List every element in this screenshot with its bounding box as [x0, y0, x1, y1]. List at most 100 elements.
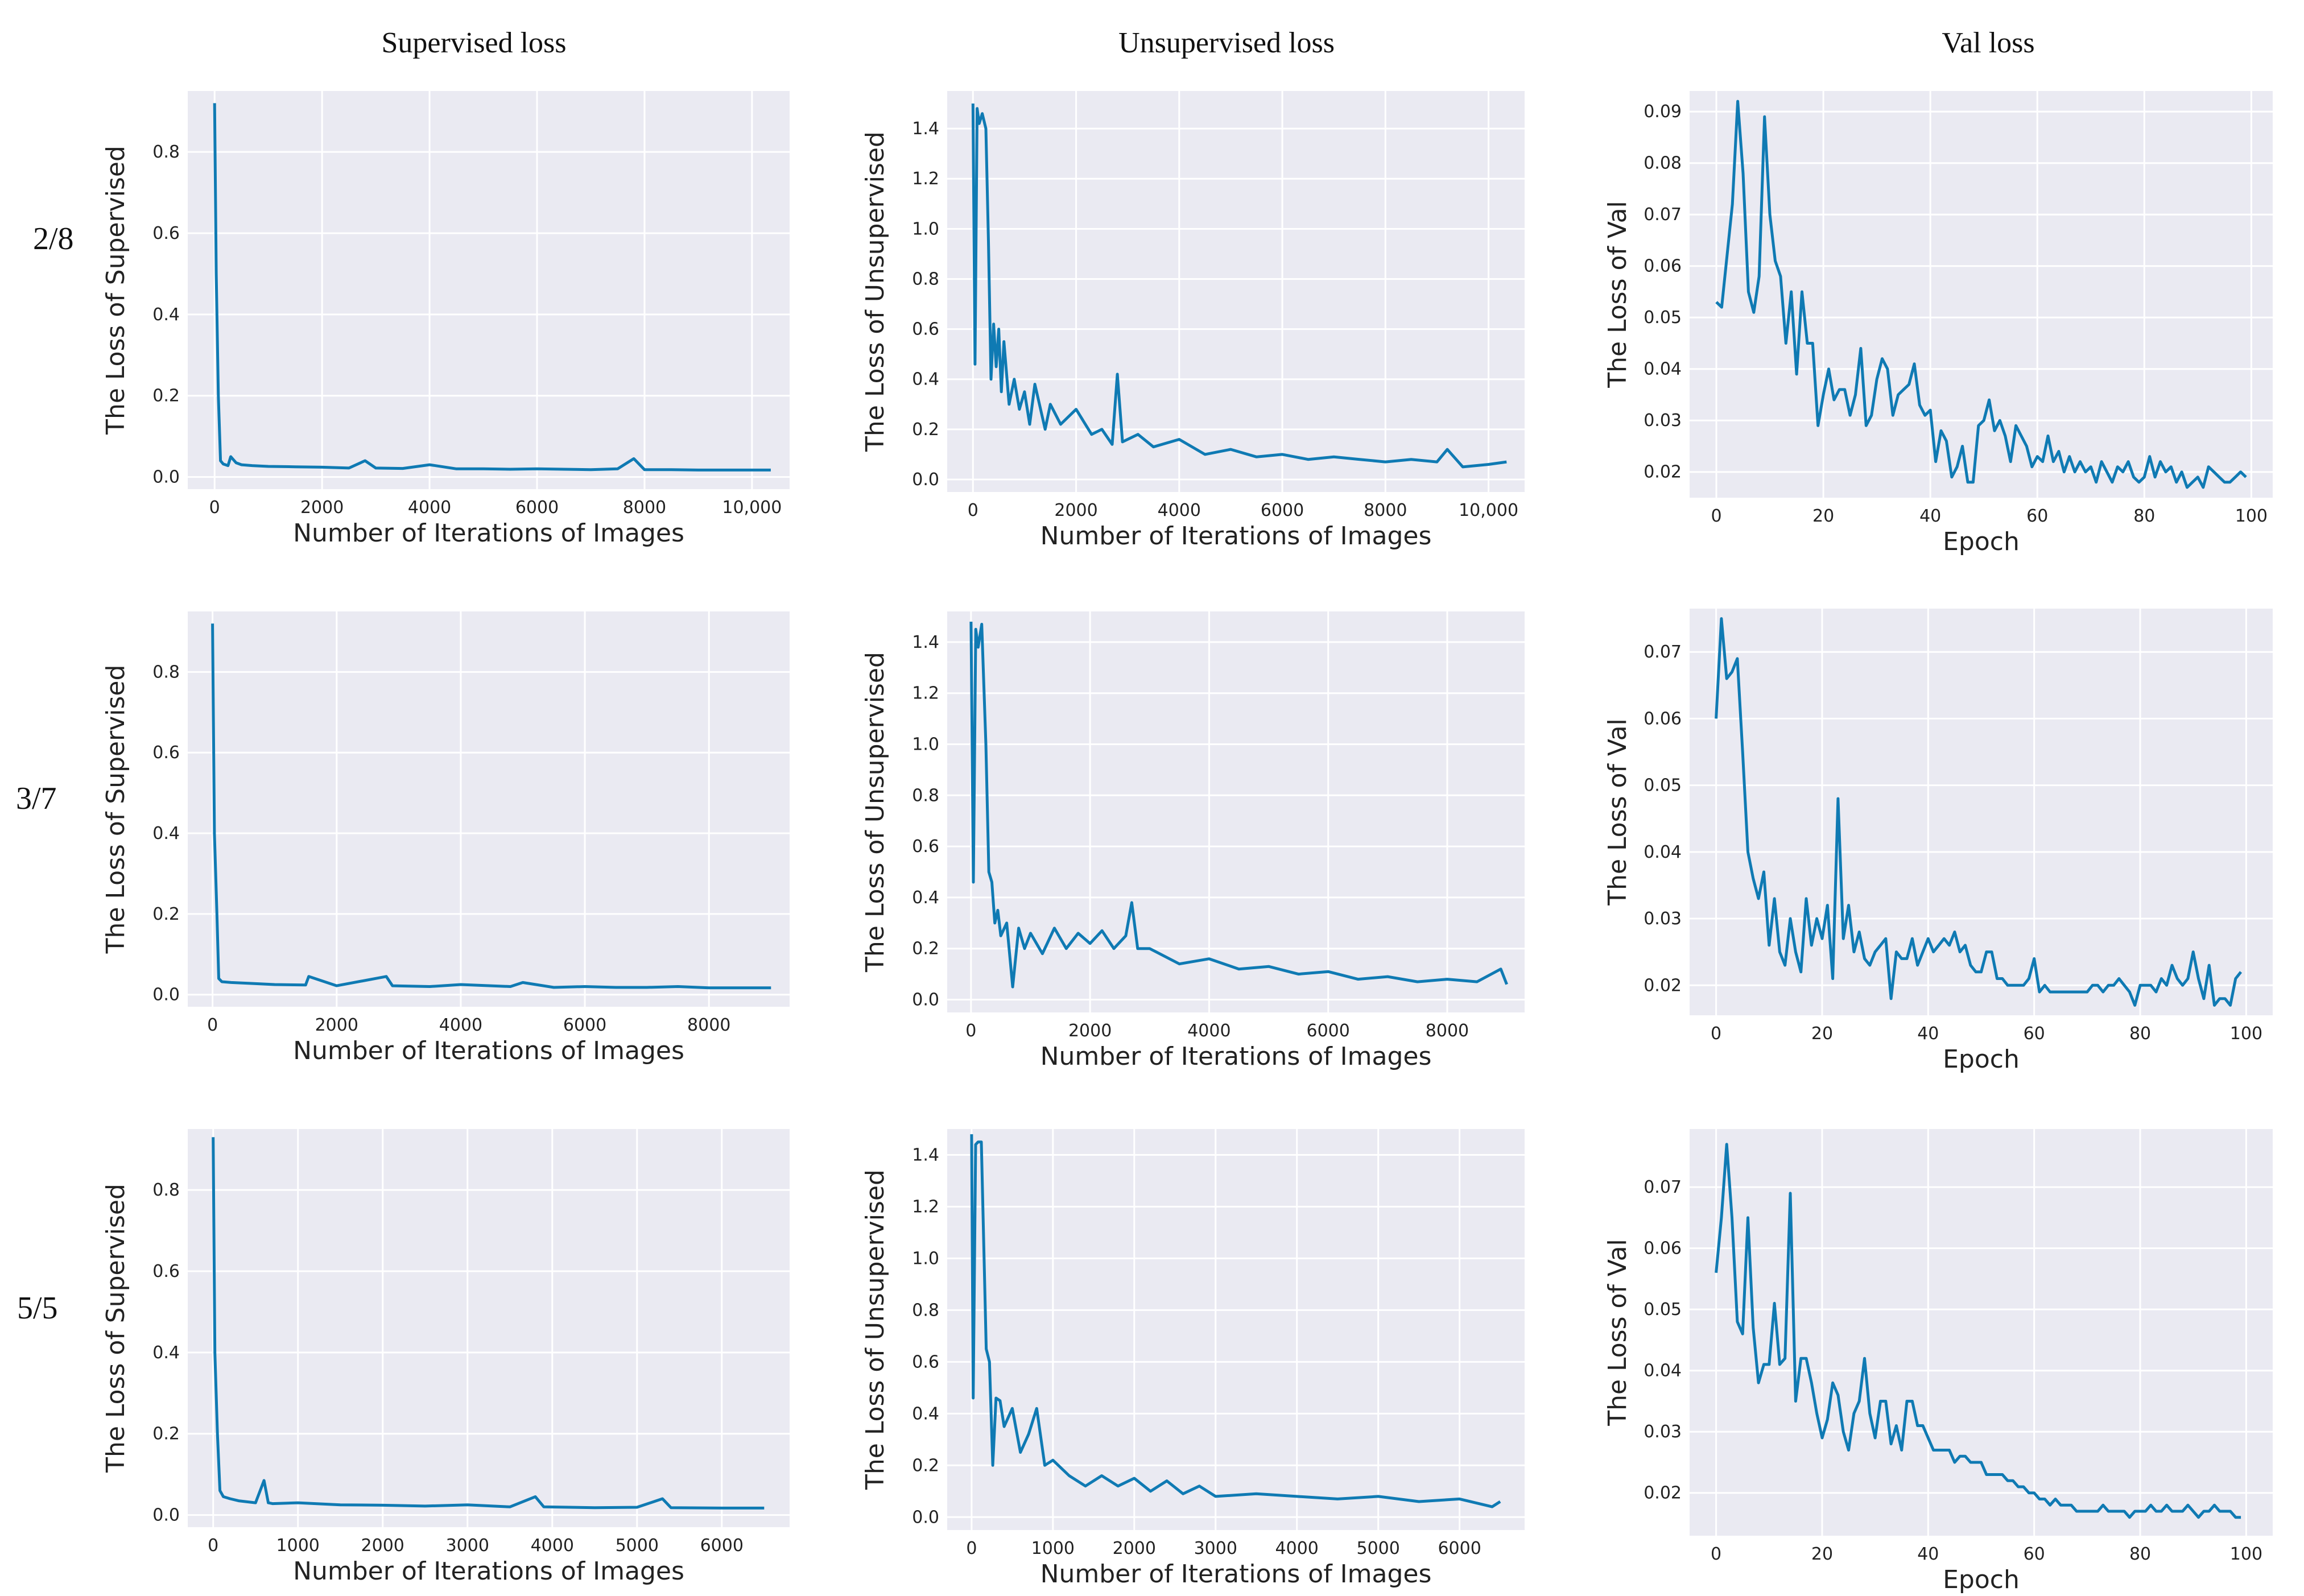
x-tick-label: 0	[968, 501, 978, 520]
y-tick-label: 0.6	[912, 1352, 939, 1372]
series-line	[971, 103, 1507, 469]
x-tick-label: 2000	[1054, 501, 1097, 520]
x-tick-label: 40	[1917, 1024, 1939, 1044]
chart-panel: 0 1000 2000 3000 4000 5000 6000 0.0 0.2 0.4 0.6 0.8…	[101, 1129, 790, 1586]
y-tick-label: 0.06	[1644, 1239, 1682, 1259]
y-axis-label: The Loss of Val	[1603, 1239, 1632, 1427]
x-axis-label: Number of Iterations of Images	[293, 1557, 684, 1586]
x-tick-label: 80	[2129, 1544, 2151, 1564]
x-tick-label: 60	[2026, 506, 2048, 526]
y-tick-label: 0.8	[152, 142, 180, 162]
column-title-unsupervised: Unsupervised loss	[1118, 27, 1335, 59]
y-tick-label: 0.4	[912, 1404, 939, 1424]
y-axis-label: The Loss of Supervised	[101, 665, 130, 954]
y-tick-label: 0.02	[1644, 975, 1682, 995]
x-tick-label: 10,000	[722, 498, 782, 518]
plot-area	[1690, 91, 2273, 498]
y-tick-label: 0.02	[1644, 462, 1682, 482]
x-tick-label: 6000	[563, 1015, 606, 1035]
chart-panel: 0 20 40 60 80 100 0.02 0.03 0.04 0.05 0.06 0.07 Epoc…	[1603, 1129, 2273, 1594]
y-tick-label: 0.8	[152, 662, 180, 682]
y-tick-label: 0.4	[912, 888, 939, 908]
chart-panel: 0 1000 2000 3000 4000 5000 6000 0.0 0.2 0.4 0.6 0.8…	[861, 1129, 1525, 1589]
y-tick-label: 0.07	[1644, 205, 1682, 225]
x-tick-label: 8000	[1426, 1021, 1469, 1041]
y-tick-label: 0.0	[152, 1506, 180, 1525]
x-tick-label: 0	[207, 1015, 218, 1035]
x-tick-label: 2000	[300, 498, 344, 518]
x-tick-label: 0	[208, 1536, 218, 1556]
x-tick-label: 60	[2024, 1024, 2045, 1044]
y-tick-label: 0.4	[152, 824, 180, 844]
y-tick-label: 0.04	[1644, 842, 1682, 862]
y-tick-label: 0.8	[912, 269, 939, 289]
x-axis-label: Epoch	[1943, 527, 2020, 556]
row-label-5-5: 5/5	[17, 1291, 58, 1326]
x-tick-label: 4000	[1187, 1021, 1231, 1041]
series-line	[1715, 1143, 2241, 1519]
y-tick-label: 0.0	[152, 468, 180, 487]
y-tick-label: 0.4	[152, 305, 180, 325]
y-tick-label: 1.4	[912, 1145, 939, 1165]
column-title-supervised: Supervised loss	[381, 27, 567, 59]
y-tick-label: 0.06	[1644, 709, 1682, 729]
x-tick-label: 4000	[408, 498, 451, 518]
y-tick-label: 0.07	[1644, 1177, 1682, 1197]
row-label-3-7: 3/7	[16, 781, 57, 816]
y-tick-label: 0.6	[152, 224, 180, 243]
x-tick-label: 0	[209, 498, 220, 518]
series-line	[1715, 617, 2243, 1007]
x-tick-label: 0	[966, 1539, 977, 1558]
y-tick-label: 0.4	[152, 1343, 180, 1363]
y-tick-label: 0.0	[152, 985, 180, 1005]
y-tick-label: 1.2	[912, 1197, 939, 1217]
x-tick-label: 0	[965, 1021, 976, 1041]
x-tick-label: 0	[1711, 506, 1721, 526]
y-tick-label: 0.8	[152, 1180, 180, 1200]
x-tick-label: 40	[1917, 1544, 1939, 1564]
y-tick-label: 0.2	[912, 420, 939, 440]
x-tick-label: 6000	[1438, 1539, 1481, 1558]
series-line	[211, 623, 771, 990]
x-tick-label: 4000	[439, 1015, 482, 1035]
x-tick-label: 8000	[687, 1015, 730, 1035]
plot-area	[947, 611, 1525, 1012]
y-tick-label: 0.6	[912, 837, 939, 857]
chart-panel: 0 2000 4000 6000 8000 10,000 0.0 0.2 0.4 0.6 0.8 Nu…	[101, 91, 790, 548]
x-tick-label: 100	[2230, 1544, 2262, 1564]
chart-panel: 0 20 40 60 80 100 0.02 0.03 0.04 0.05 0.06 0.07 Epoc…	[1603, 609, 2273, 1074]
y-tick-label: 0.05	[1644, 776, 1682, 796]
y-axis-label: The Loss of Unsupervised	[861, 652, 890, 973]
y-tick-label: 0.09	[1644, 102, 1682, 122]
x-tick-label: 8000	[1364, 501, 1407, 520]
x-tick-label: 100	[2235, 506, 2268, 526]
y-tick-label: 0.03	[1644, 909, 1682, 929]
y-tick-label: 0.06	[1644, 257, 1682, 276]
y-axis-label: The Loss of Unsupervised	[861, 131, 890, 452]
chart-panel: 0 2000 4000 6000 8000 0.0 0.2 0.4 0.6 0.8 Number o…	[101, 611, 790, 1065]
y-axis-label: The Loss of Val	[1603, 201, 1632, 388]
y-tick-label: 1.4	[912, 632, 939, 652]
y-tick-label: 0.6	[912, 320, 939, 340]
series-line	[970, 1134, 1501, 1508]
x-tick-label: 10,000	[1459, 501, 1518, 520]
x-tick-label: 2000	[315, 1015, 358, 1035]
y-tick-label: 0.04	[1644, 1361, 1682, 1381]
plot-area	[188, 91, 790, 489]
y-tick-label: 0.05	[1644, 1300, 1682, 1320]
x-tick-label: 1000	[276, 1536, 320, 1556]
x-tick-label: 1000	[1031, 1539, 1075, 1558]
x-tick-label: 6000	[1307, 1021, 1350, 1041]
y-tick-label: 0.2	[152, 1424, 180, 1444]
y-tick-label: 0.2	[912, 939, 939, 959]
y-axis-label: The Loss of Val	[1603, 718, 1632, 906]
y-tick-label: 0.07	[1644, 642, 1682, 662]
x-tick-label: 6000	[1261, 501, 1304, 520]
x-tick-label: 60	[2024, 1544, 2045, 1564]
y-tick-label: 0.04	[1644, 359, 1682, 379]
x-tick-label: 20	[1811, 1024, 1833, 1044]
y-tick-label: 0.08	[1644, 154, 1682, 173]
y-tick-label: 0.6	[152, 743, 180, 763]
y-axis-label: The Loss of Supervised	[101, 146, 130, 435]
